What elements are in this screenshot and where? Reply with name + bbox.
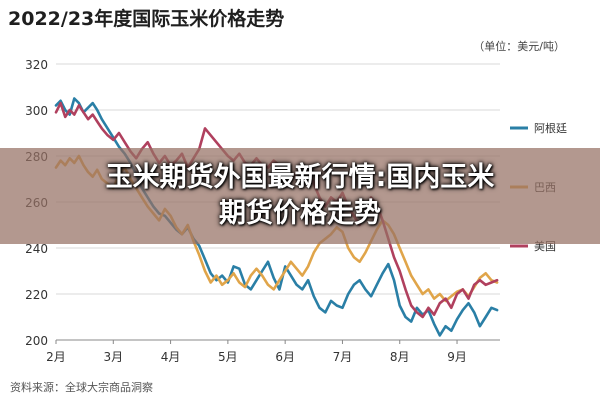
- headline-line-1: 玉米期货外国最新行情:国内玉米: [105, 162, 495, 193]
- x-tick-label: 9月: [447, 350, 467, 364]
- y-tick-label: 200: [25, 334, 48, 348]
- headline-banner: 玉米期货外国最新行情:国内玉米 期货价格走势: [0, 148, 600, 244]
- y-tick-label: 300: [25, 104, 48, 118]
- y-tick-label: 220: [25, 288, 48, 302]
- source-note: 资料来源：全球大宗商品洞察: [10, 380, 153, 394]
- x-tick-label: 8月: [390, 350, 410, 364]
- x-tick-label: 4月: [161, 350, 181, 364]
- unit-note: （单位：美元/吨）: [473, 39, 565, 53]
- x-tick-label: 3月: [103, 350, 123, 364]
- y-tick-label: 320: [25, 58, 48, 72]
- legend-label: 阿根廷: [534, 121, 567, 135]
- headline-line-2: 期货价格走势: [219, 198, 381, 229]
- x-tick-label: 5月: [218, 350, 238, 364]
- x-tick-label: 6月: [275, 350, 295, 364]
- x-tick-label: 2月: [46, 350, 66, 364]
- series-line-1: [54, 97, 499, 337]
- y-tick-label: 240: [25, 242, 48, 256]
- chart-title: 2022/23年度国际玉米价格走势: [8, 7, 284, 30]
- x-tick-label: 7月: [333, 350, 353, 364]
